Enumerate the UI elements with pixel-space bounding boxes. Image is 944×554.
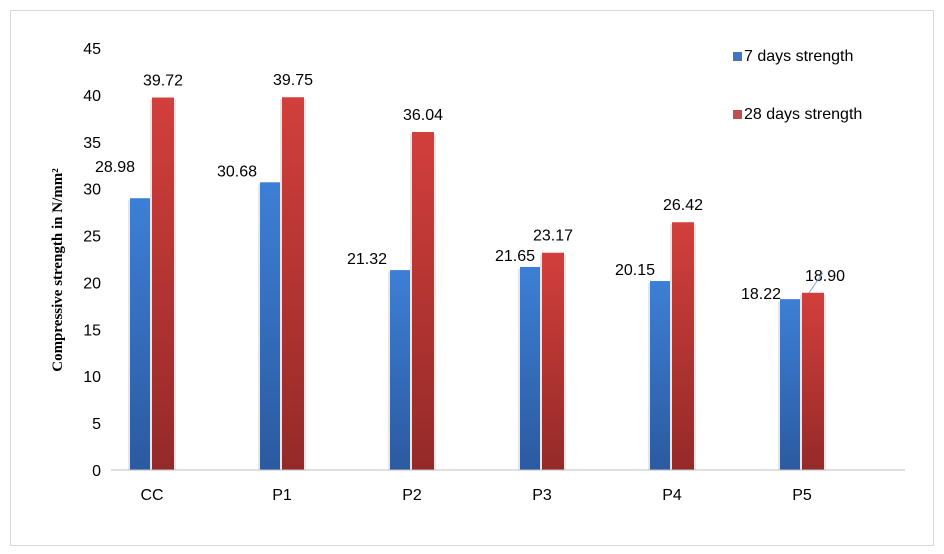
data-label: 39.72 <box>143 73 183 90</box>
y-tick-label: 20 <box>83 275 101 292</box>
data-label: 30.68 <box>217 163 257 180</box>
data-label: 36.04 <box>403 107 443 124</box>
legend-swatch-7-day <box>733 52 742 61</box>
y-axis-label: Compressive strength in N/mm² <box>50 168 66 372</box>
bar-7-day <box>130 198 152 470</box>
bar-series: 28.98 30.68 21.32 21.65 20.15 18.22 39.72 39.75… <box>95 72 845 471</box>
leader-line <box>808 272 824 294</box>
bar-28-day <box>152 97 174 471</box>
bar-7-day <box>780 299 802 470</box>
data-label: 21.65 <box>495 248 535 265</box>
legend-label: 7 days strength <box>744 48 853 65</box>
data-label: 26.42 <box>663 197 703 214</box>
bar-28-day <box>542 252 564 470</box>
y-axis-ticks: 0 5 10 15 20 25 30 35 40 45 <box>83 41 101 480</box>
x-tick-label: P3 <box>532 487 552 504</box>
x-tick-label: P4 <box>662 487 682 504</box>
data-label: 18.90 <box>805 268 845 285</box>
y-tick-label: 0 <box>92 463 101 480</box>
data-label: 21.32 <box>347 251 387 268</box>
y-tick-label: 5 <box>92 416 101 433</box>
y-tick-label: 30 <box>83 182 101 199</box>
x-tick-label: CC <box>140 487 163 504</box>
bar-28-day <box>282 97 304 470</box>
y-tick-label: 35 <box>83 135 101 152</box>
x-axis-ticks: CC P1 P2 P3 P4 P5 <box>140 487 811 504</box>
legend-swatch-28-day <box>733 110 742 119</box>
data-label: 23.17 <box>533 228 573 245</box>
x-tick-label: P2 <box>402 487 422 504</box>
data-label: 28.98 <box>95 159 135 176</box>
bar-7-day <box>520 266 542 470</box>
data-label: 20.15 <box>615 262 655 279</box>
bar-28-day <box>672 222 694 470</box>
y-tick-label: 25 <box>83 229 101 246</box>
data-label: 39.75 <box>273 72 313 89</box>
data-label: 18.22 <box>741 286 781 303</box>
x-tick-label: P5 <box>792 487 812 504</box>
legend: 7 days strength 28 days strength <box>733 48 862 123</box>
y-tick-label: 15 <box>83 322 101 339</box>
y-tick-label: 40 <box>83 88 101 105</box>
y-tick-label: 10 <box>83 369 101 386</box>
x-tick-label: P1 <box>272 487 292 504</box>
legend-label: 28 days strength <box>744 106 862 123</box>
bar-28-day <box>802 292 824 470</box>
bar-28-day <box>412 132 434 470</box>
y-tick-label: 45 <box>83 41 101 58</box>
y-axis-title: Compressive strength in N/mm² <box>50 168 66 372</box>
bar-7-day <box>260 182 282 470</box>
bar-7-day <box>650 281 672 470</box>
bar-7-day <box>390 270 412 470</box>
